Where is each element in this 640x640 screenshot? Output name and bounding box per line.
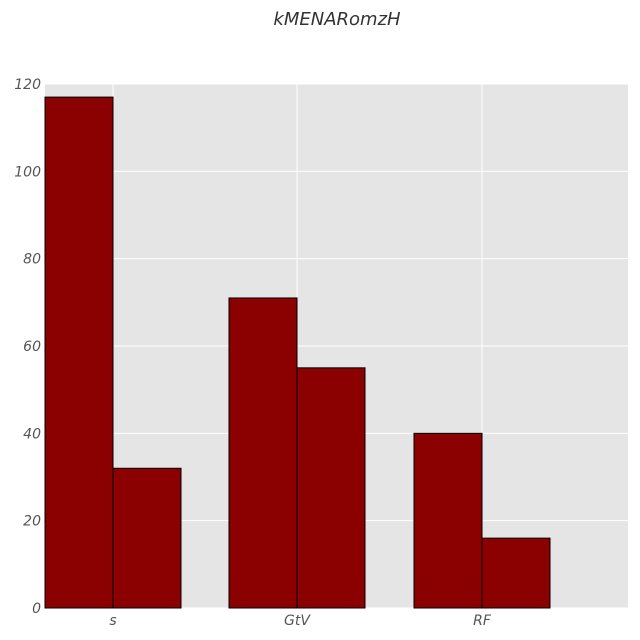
- y-tick-label-1: 20: [23, 514, 41, 530]
- bar-series0-RF: [413, 432, 483, 609]
- bar-series0-GtV: [228, 297, 298, 609]
- y-tick-label-4: 80: [23, 252, 41, 268]
- bar-series0-s: [44, 96, 114, 609]
- x-tick-label-0: s: [109, 613, 116, 629]
- y-axis-ticks: 0 20 40 60 80 100 120: [14, 77, 41, 617]
- x-tick-label-1: GtV: [284, 613, 311, 629]
- x-tick-label-2: RF: [473, 613, 492, 629]
- y-tick-label-2: 40: [23, 426, 41, 442]
- bar-series1-GtV: [296, 367, 366, 609]
- chart-title: kMENARomzH: [273, 9, 401, 30]
- bars: [44, 96, 551, 609]
- y-tick-label-6: 120: [14, 77, 41, 93]
- y-tick-label-0: 0: [32, 601, 41, 617]
- bar-series1-RF: [481, 537, 551, 609]
- bar-series1-s: [112, 467, 182, 609]
- x-axis-ticks: s GtV RF: [109, 613, 491, 629]
- y-tick-label-5: 100: [14, 164, 41, 180]
- y-tick-label-3: 60: [23, 339, 41, 355]
